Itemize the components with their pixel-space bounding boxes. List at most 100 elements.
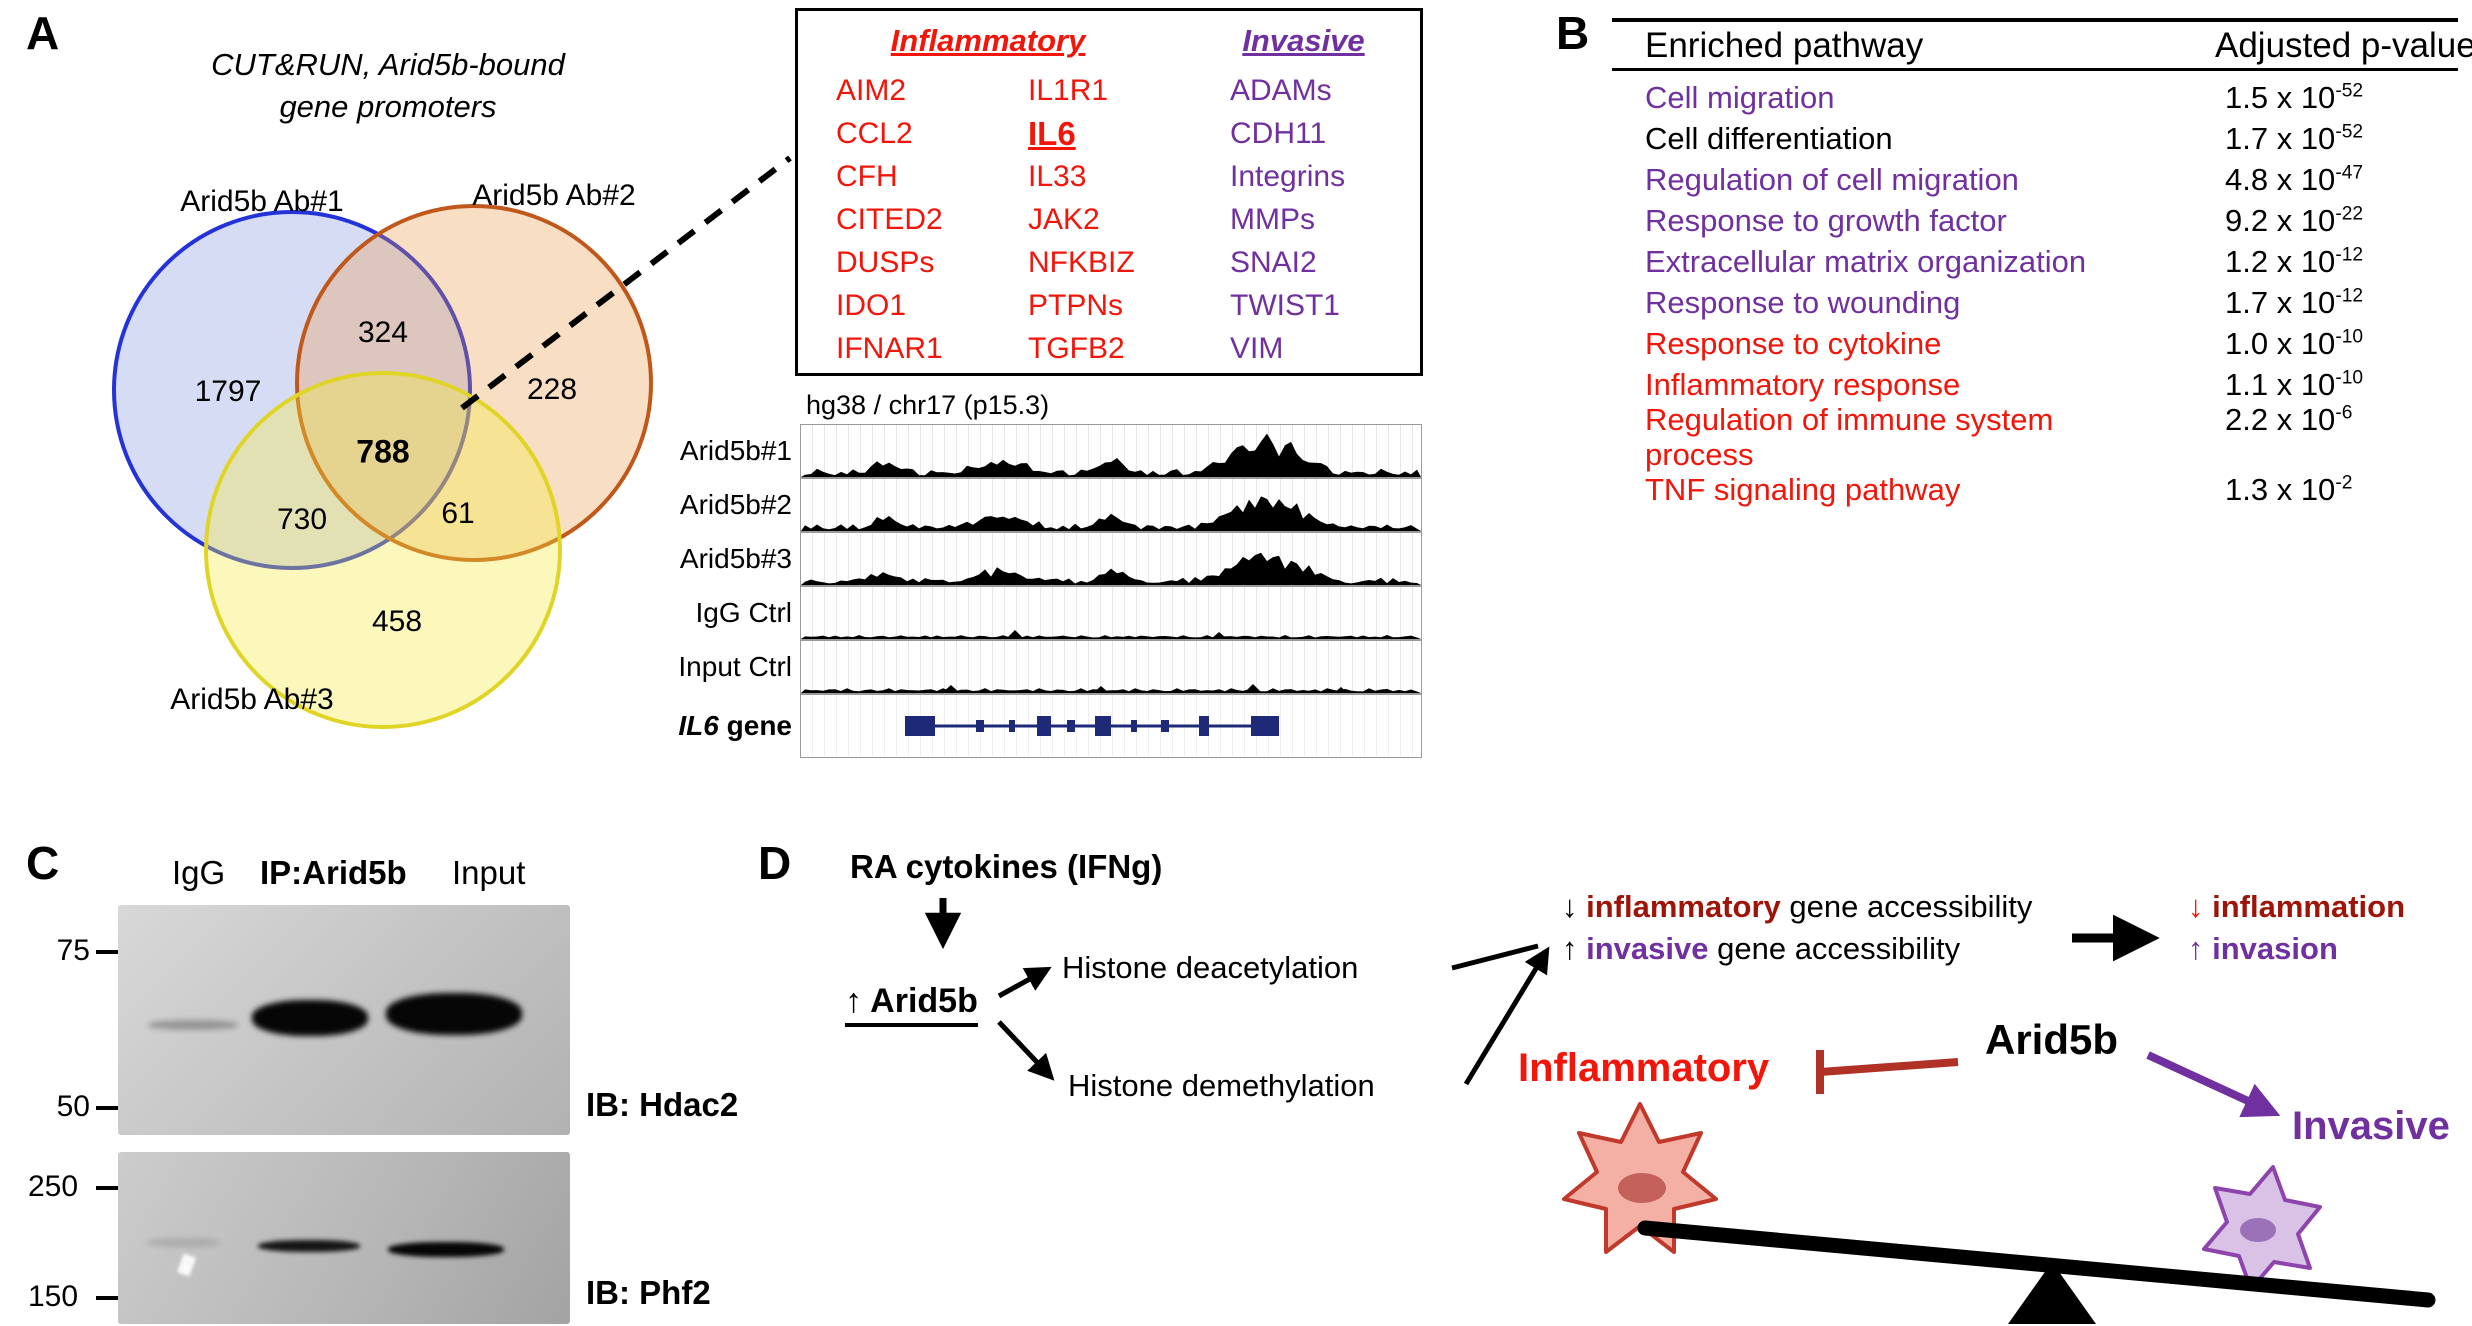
- pvalue-base: 1.2 x 10: [2225, 244, 2336, 279]
- mw-tick: [96, 1106, 118, 1110]
- pvalue-base: 1.0 x 10: [2225, 326, 2336, 361]
- pathway-name: TNF signaling pathway: [1645, 472, 1961, 507]
- pathway-pvalue: 1.5 x 10-52: [2225, 80, 2363, 116]
- demethylation-text: Histone demethylation: [1068, 1068, 1375, 1103]
- outcome-line1: ↓ inflammation: [2188, 886, 2405, 928]
- seesaw-fulcrum: [2008, 1262, 2096, 1324]
- western-blot-hdac2: [118, 905, 570, 1135]
- accessibility-text: ↓ inflammatory gene accessibility ↑ inva…: [1562, 886, 2032, 970]
- track-label-input: Input Ctrl: [678, 651, 792, 682]
- inflammatory-gene-column-1: AIM2 CCL2 CFH CITED2 DUSPs IDO1 IFNAR1: [836, 69, 943, 370]
- gene-name: MMPs: [1230, 203, 1315, 236]
- invasive-word: invasive: [1586, 931, 1709, 966]
- inflammatory-gene-column-2: IL1R1 IL6 IL33 JAK2 NFKBIZ PTPNs TGFB2: [1028, 69, 1135, 370]
- track-arid5b1: [800, 424, 1422, 478]
- gene-name: TWIST1: [1230, 289, 1340, 322]
- seesaw: [1562, 1050, 2436, 1324]
- mw-tick: [96, 1296, 118, 1300]
- mw-marker-150: 150: [28, 1280, 79, 1313]
- up-arrow-glyph: ↑: [2188, 931, 2204, 966]
- inflammatory-cell-nucleus: [1618, 1173, 1666, 1203]
- band-input-phf2: [388, 1242, 504, 1257]
- invasive-arrow: [2146, 1051, 2281, 1118]
- band-ip-hdac2: [252, 1000, 368, 1036]
- western-blot-phf2: [118, 1152, 570, 1324]
- invasive-cell: [2202, 1165, 2322, 1291]
- pathway-name: Response to growth factor: [1645, 203, 2007, 238]
- gene-name: SNAI2: [1230, 246, 1317, 279]
- pvalue-base: 9.2 x 10: [2225, 203, 2336, 238]
- pvalue-exp: -6: [2335, 402, 2353, 424]
- band-input-hdac2: [386, 993, 522, 1035]
- panel-a-title: CUT&RUN, Arid5b-bound gene promoters: [128, 44, 648, 128]
- mw-tick: [96, 1186, 118, 1190]
- outcome-text: ↓ inflammation ↑ invasion: [2188, 886, 2405, 970]
- gene-name: TGFB2: [1028, 332, 1125, 365]
- band-igg-faint: [148, 1020, 238, 1030]
- track-label-arid5b2: Arid5b#2: [679, 489, 792, 520]
- track-signal: [801, 433, 1421, 477]
- gene-name: IL33: [1028, 160, 1087, 193]
- gene-model: [905, 716, 1279, 736]
- blot1-antibody-label: IB: Hdac2: [586, 1086, 739, 1123]
- pvalue-exp: -2: [2335, 472, 2353, 494]
- pvalue-base: 4.8 x 10: [2225, 162, 2336, 197]
- pathway-pvalue: 9.2 x 10-22: [2225, 203, 2363, 239]
- inflammatory-word: inflammatory: [1586, 889, 1781, 924]
- pathway-pvalue: 1.7 x 10-52: [2225, 121, 2363, 157]
- track-label-igg: IgG Ctrl: [695, 597, 792, 628]
- gene-name: AIM2: [836, 74, 907, 107]
- track-label-arid5b3: Arid5b#3: [679, 543, 792, 574]
- mw-tick: [96, 950, 118, 954]
- pvalue-exp: -52: [2335, 80, 2364, 102]
- lane-label-input: Input: [452, 854, 526, 891]
- mw-marker-50: 50: [56, 1090, 90, 1123]
- venn-count-only-ab3: 458: [371, 605, 423, 638]
- pvalue-exp: -47: [2335, 162, 2364, 184]
- panel-c-label: C: [26, 837, 60, 889]
- pvalue-base: 2.2 x 10: [2225, 402, 2336, 437]
- accessibility-line2-rest: gene accessibility: [1708, 931, 1961, 966]
- venn-set1-label: Arid5b Ab#1: [180, 185, 344, 218]
- track-signal: [801, 630, 1421, 639]
- table-header-rule: [1612, 68, 2458, 71]
- venn-count-ab2-ab3: 61: [441, 497, 475, 530]
- column-header-pvalue: Adjusted p-value: [2215, 26, 2472, 65]
- pathway-pvalue: 1.7 x 10-12: [2225, 285, 2363, 321]
- seesaw-inflammatory-label: Inflammatory: [1518, 1046, 1770, 1090]
- track-label-il6-gene: IL6 gene: [596, 709, 792, 743]
- pvalue-exp: -22: [2335, 203, 2364, 225]
- gene-name: CCL2: [836, 117, 913, 150]
- track-label-arid5b1: Arid5b#1: [679, 435, 792, 466]
- gene-name: PTPNs: [1028, 289, 1124, 322]
- accessibility-line2: ↑ invasive gene accessibility: [1562, 928, 2032, 970]
- gene-name: VIM: [1230, 332, 1284, 365]
- panel-a-title-line2: gene promoters: [279, 89, 497, 124]
- outcome-line2: ↑ invasion: [2188, 928, 2405, 970]
- track-arid5b2: [800, 478, 1422, 532]
- pathway-pvalue: 1.3 x 10-2: [2225, 472, 2352, 508]
- gene-name: CFH: [836, 160, 898, 193]
- invasive-gene-column: ADAMs CDH11 Integrins MMPs SNAI2 TWIST1 …: [1230, 69, 1345, 370]
- track-signal: [801, 552, 1421, 585]
- gene-name: IL1R1: [1028, 74, 1109, 107]
- track-arid5b3: [800, 532, 1422, 586]
- stimulus-text: RA cytokines (IFNg): [850, 848, 1163, 885]
- gene-name: IFNAR1: [836, 332, 943, 365]
- venn-set3-label: Arid5b Ab#3: [170, 683, 334, 716]
- gene-name: Integrins: [1230, 160, 1346, 193]
- seesaw-plank: [1637, 1220, 2436, 1308]
- mw-marker-250: 250: [28, 1170, 79, 1203]
- column-header-pathway: Enriched pathway: [1645, 26, 1924, 65]
- pvalue-base: 1.7 x 10: [2225, 285, 2336, 320]
- track-signal: [801, 496, 1421, 531]
- gene-name: JAK2: [1028, 203, 1100, 236]
- gene-name: ADAMs: [1230, 74, 1332, 107]
- band-ip-phf2: [258, 1240, 360, 1252]
- track-signal: [801, 684, 1421, 693]
- gene-name: CDH11: [1230, 117, 1327, 150]
- accessibility-line1-rest: gene accessibility: [1780, 889, 2033, 924]
- panel-d-label: D: [758, 837, 792, 889]
- gene-name: IDO1: [836, 289, 907, 322]
- inhibition-bar-line: [1819, 1058, 1959, 1076]
